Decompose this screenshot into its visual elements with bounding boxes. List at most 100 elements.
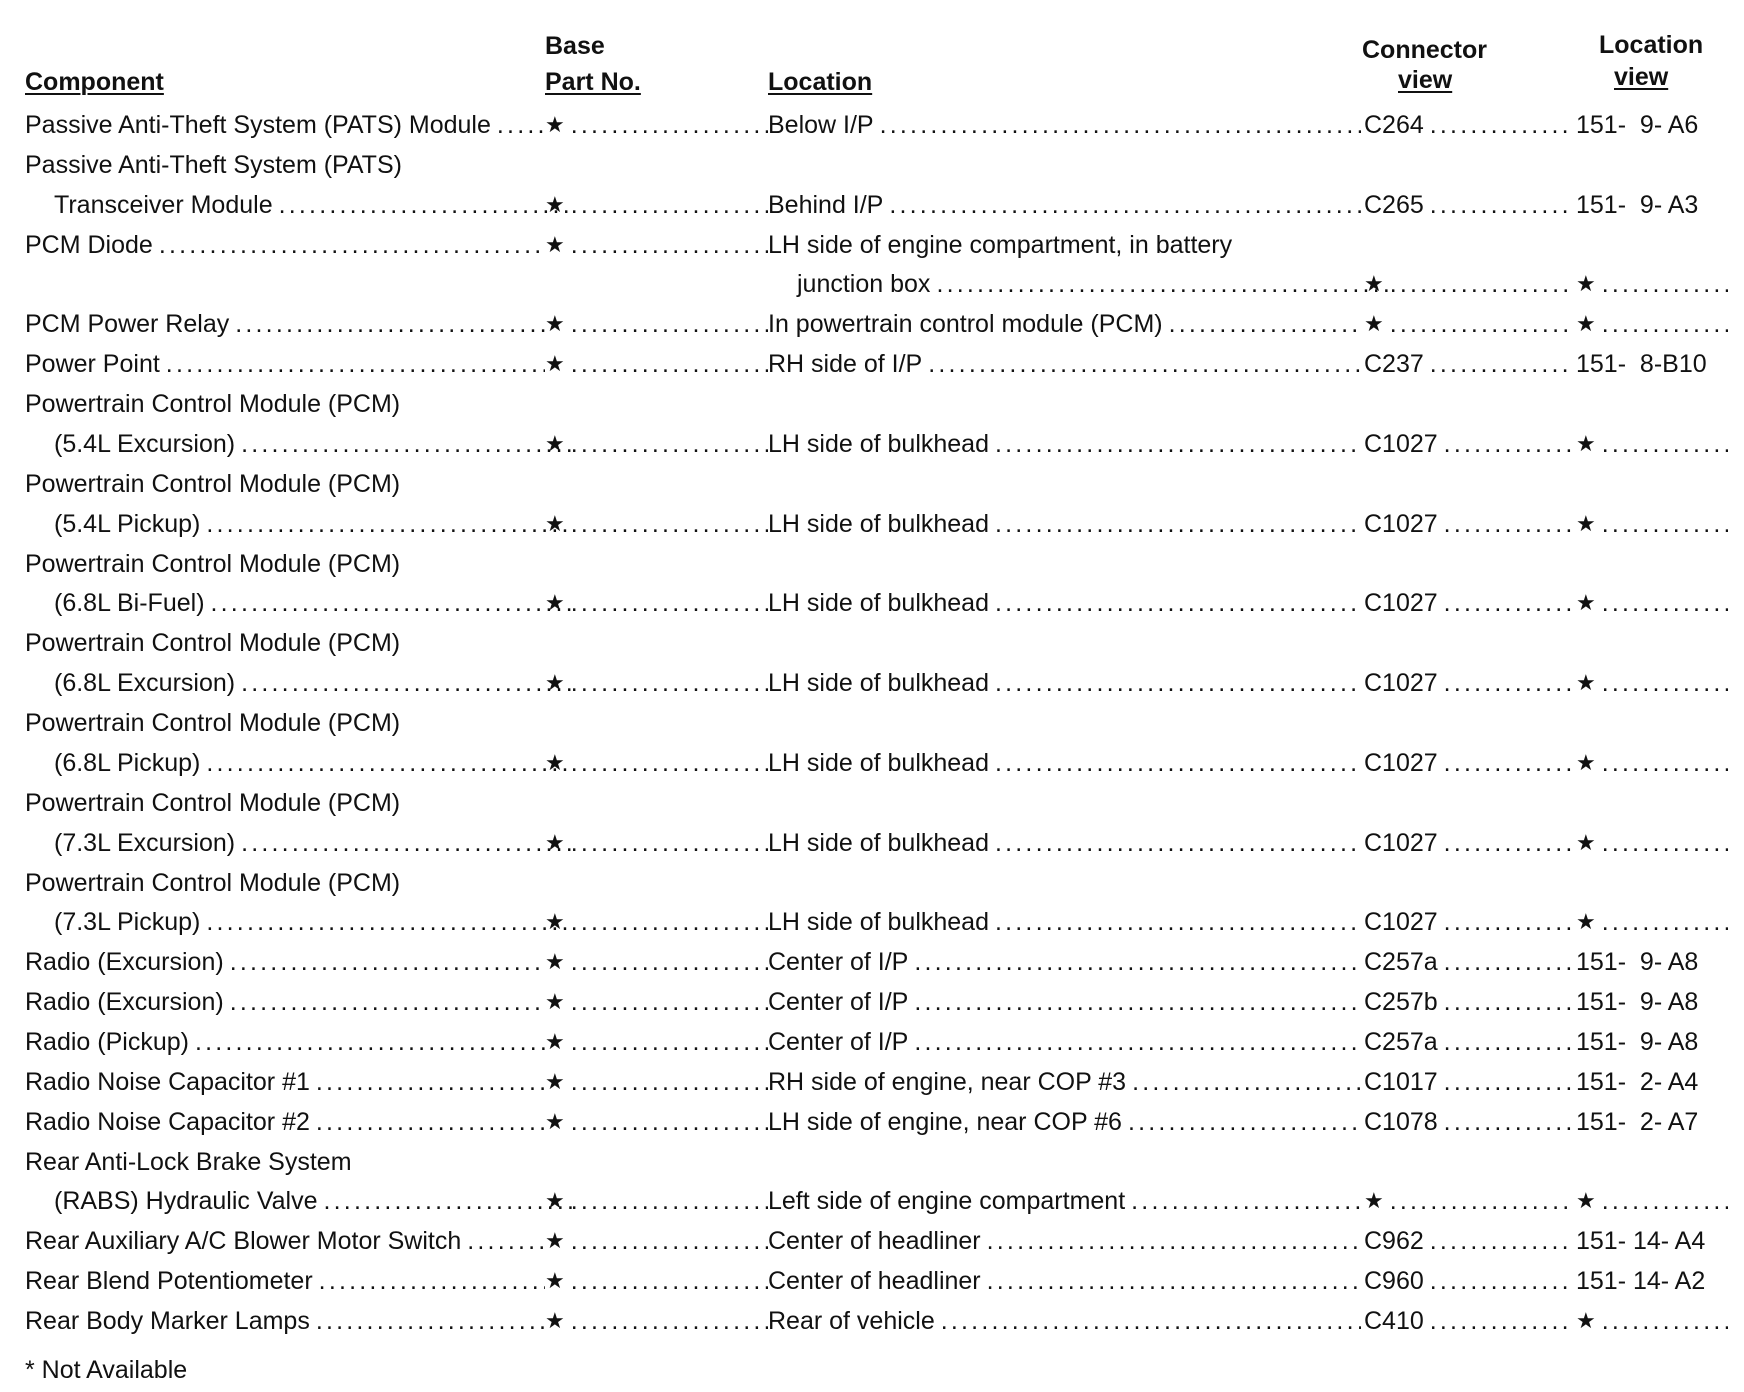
table-row: Passive Anti-Theft System (PATS) Module ★… bbox=[0, 110, 1744, 140]
location-view-cell: ★ bbox=[1576, 309, 1728, 339]
dot-leader bbox=[987, 1266, 1361, 1296]
component-text: Powertrain Control Module (PCM) bbox=[25, 469, 401, 498]
connector-view-cell: ★ bbox=[1364, 269, 1574, 299]
dot-leader bbox=[1602, 748, 1728, 778]
header-part-bottom: Part No. bbox=[545, 68, 641, 96]
base-part-no-cell: ★ bbox=[545, 1107, 768, 1137]
table-row: (7.3L Excursion) ★ LH side of bulkhead C102… bbox=[0, 828, 1744, 858]
connector-view-text: C1027 bbox=[1364, 908, 1438, 937]
location-text: LH side of engine, near COP #6 bbox=[768, 1107, 1122, 1136]
dot-leader bbox=[1444, 748, 1574, 778]
component-cell: Powertrain Control Module (PCM) bbox=[25, 868, 545, 898]
component-cell: Passive Anti-Theft System (PATS) Module bbox=[25, 110, 545, 140]
dot-leader bbox=[571, 1306, 768, 1336]
location-text: Center of headliner bbox=[768, 1267, 981, 1296]
component-cell: (6.8L Excursion) bbox=[25, 668, 574, 698]
dot-leader bbox=[467, 1226, 545, 1256]
dot-leader bbox=[497, 110, 545, 140]
connector-view-text: C1027 bbox=[1364, 669, 1438, 698]
component-text: Radio Noise Capacitor #1 bbox=[25, 1067, 310, 1096]
table-row: Rear Body Marker Lamps ★ Rear of vehicle C4… bbox=[0, 1306, 1744, 1336]
location-view-text: 151- 9- A8 bbox=[1576, 948, 1699, 977]
dot-leader bbox=[206, 509, 574, 539]
component-text: (5.4L Excursion) bbox=[54, 429, 236, 458]
location-cell: Center of I/P bbox=[768, 987, 1361, 1017]
not-available-star: ★ bbox=[1364, 311, 1384, 337]
dot-leader bbox=[241, 668, 574, 698]
location-view-cell: 151- 9- A6 bbox=[1576, 110, 1728, 140]
dot-leader bbox=[1444, 947, 1574, 977]
location-cell: LH side of bulkhead bbox=[768, 668, 1361, 698]
connector-view-cell: C962 bbox=[1364, 1226, 1574, 1256]
component-cell: (6.8L Bi-Fuel) bbox=[25, 588, 574, 618]
dot-leader bbox=[1128, 1107, 1361, 1137]
component-text: Power Point bbox=[25, 350, 160, 379]
component-cell: Powertrain Control Module (PCM) bbox=[25, 389, 545, 419]
component-text: Passive Anti-Theft System (PATS) bbox=[25, 150, 402, 179]
not-available-star: ★ bbox=[545, 829, 565, 855]
base-part-no-cell: ★ bbox=[545, 668, 768, 698]
not-available-star: ★ bbox=[545, 112, 565, 137]
location-cell: LH side of bulkhead bbox=[768, 907, 1361, 937]
dot-leader bbox=[936, 269, 1390, 299]
location-view-text: 151- 14- A4 bbox=[1576, 1227, 1706, 1256]
connector-view-cell: C1027 bbox=[1364, 429, 1574, 459]
location-text: LH side of bulkhead bbox=[768, 509, 989, 538]
location-cell: RH side of engine, near COP #3 bbox=[768, 1067, 1361, 1097]
location-text: RH side of engine, near COP #3 bbox=[768, 1067, 1127, 1096]
base-part-no-cell: ★ bbox=[545, 1266, 768, 1296]
component-cell: Transceiver Module bbox=[25, 190, 574, 220]
dot-leader bbox=[571, 947, 768, 977]
dot-leader bbox=[1444, 1027, 1574, 1057]
dot-leader bbox=[571, 668, 768, 698]
connector-view-cell: ★ bbox=[1364, 309, 1574, 339]
location-view-text: 151- 2- A7 bbox=[1576, 1107, 1699, 1136]
location-view-text: 151- 9- A6 bbox=[1576, 111, 1699, 139]
base-part-no-cell: ★ bbox=[545, 1226, 768, 1256]
component-cell: Rear Auxiliary A/C Blower Motor Switch bbox=[25, 1226, 545, 1256]
location-view-text: 151- 8-B10 bbox=[1576, 350, 1707, 379]
dot-leader bbox=[230, 987, 545, 1017]
component-text: Radio (Excursion) bbox=[25, 948, 224, 977]
connector-view-text: C410 bbox=[1364, 1307, 1424, 1336]
dot-leader bbox=[571, 230, 768, 260]
footnote: * Not Available bbox=[25, 1356, 188, 1384]
header-locview-top: Location bbox=[1599, 31, 1704, 59]
dot-leader bbox=[1602, 509, 1728, 539]
location-view-text: 151- 9- A8 bbox=[1576, 1028, 1699, 1056]
location-cell: LH side of bulkhead bbox=[768, 509, 1361, 539]
dot-leader bbox=[1132, 1067, 1361, 1097]
location-view-cell: ★ bbox=[1576, 907, 1728, 937]
component-text: Powertrain Control Module (PCM) bbox=[25, 549, 401, 578]
connector-view-text: C257a bbox=[1364, 1028, 1438, 1056]
dot-leader bbox=[1602, 668, 1728, 698]
component-text: Rear Anti-Lock Brake System bbox=[25, 1147, 352, 1176]
not-available-star: ★ bbox=[1576, 271, 1596, 297]
component-text: Powertrain Control Module (PCM) bbox=[25, 390, 401, 419]
location-text: LH side of bulkhead bbox=[768, 908, 989, 937]
base-part-no-cell: ★ bbox=[545, 509, 768, 539]
dot-leader bbox=[319, 1266, 545, 1296]
component-cell: Radio Noise Capacitor #1 bbox=[25, 1067, 545, 1097]
table-row: PCM Power Relay ★ In powertrain control mo… bbox=[0, 309, 1744, 339]
connector-view-cell: C257b bbox=[1364, 987, 1574, 1017]
dot-leader bbox=[206, 907, 574, 937]
location-view-cell: 151- 8-B10 bbox=[1576, 349, 1728, 379]
dot-leader bbox=[279, 190, 574, 220]
dot-leader bbox=[166, 349, 545, 379]
dot-leader bbox=[1444, 509, 1574, 539]
component-cell: (7.3L Excursion) bbox=[25, 828, 574, 858]
connector-view-cell: C237 bbox=[1364, 349, 1574, 379]
connector-view-text: C1078 bbox=[1364, 1107, 1438, 1136]
location-text: Left side of engine compartment bbox=[768, 1187, 1126, 1216]
not-available-star: ★ bbox=[1576, 1188, 1596, 1214]
not-available-star: ★ bbox=[545, 590, 565, 616]
table-row: Powertrain Control Module (PCM) bbox=[0, 389, 1744, 419]
connector-view-cell: C1078 bbox=[1364, 1107, 1574, 1137]
header-connector-bottom: view bbox=[1398, 66, 1453, 94]
component-cell: (7.3L Pickup) bbox=[25, 907, 574, 937]
location-cell: Below I/P bbox=[768, 110, 1361, 140]
connector-view-text: C1027 bbox=[1364, 429, 1438, 458]
connector-view-text: C960 bbox=[1364, 1267, 1424, 1296]
dot-leader bbox=[1444, 588, 1574, 618]
